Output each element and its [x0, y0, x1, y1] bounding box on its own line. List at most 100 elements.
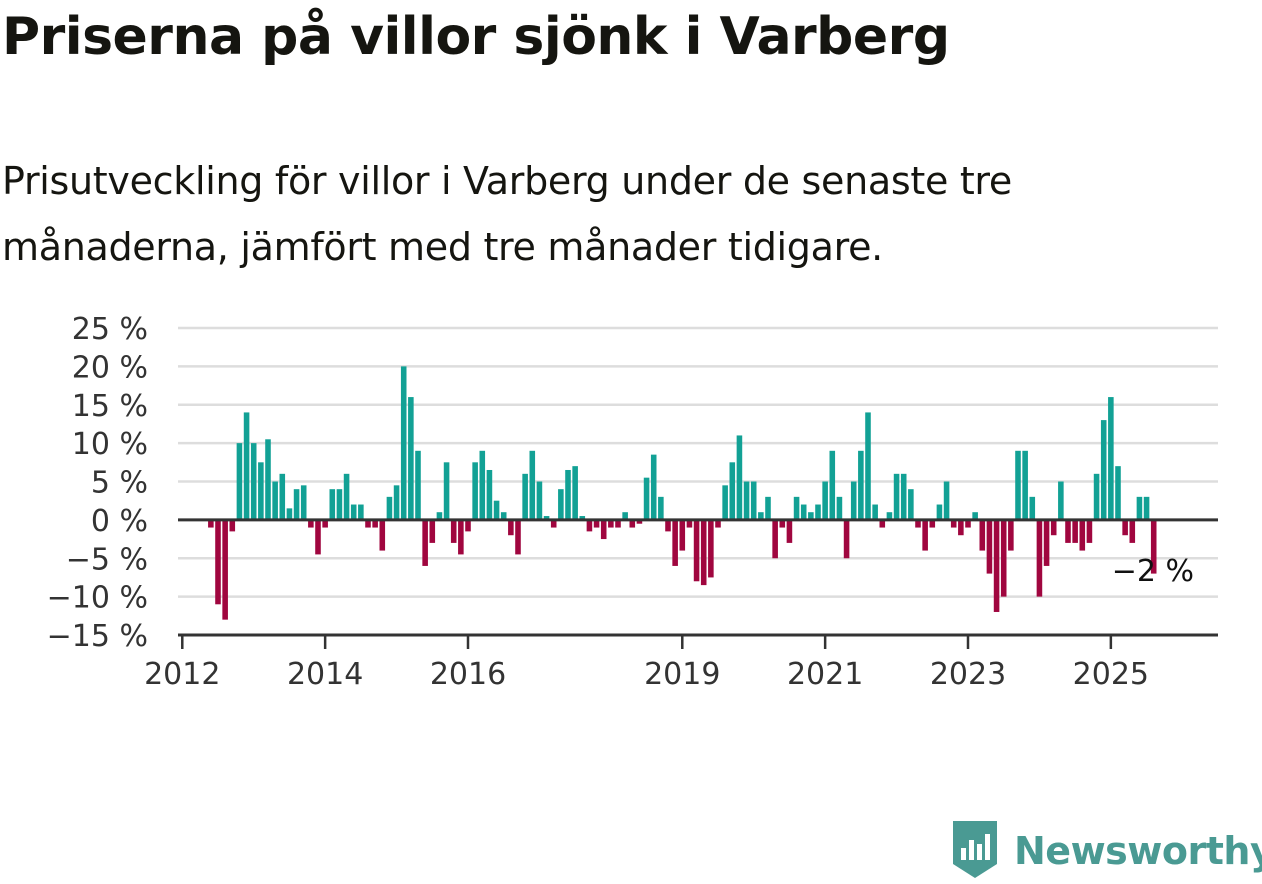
x-tick-label: 2014	[287, 657, 363, 692]
bar	[658, 496, 664, 520]
bar	[536, 481, 543, 520]
bar	[415, 450, 421, 520]
y-tick-label: 10 %	[72, 427, 148, 462]
bar	[336, 489, 343, 520]
bar	[772, 519, 778, 559]
bar	[593, 519, 600, 528]
x-tick-label: 2021	[787, 657, 863, 692]
bar	[300, 485, 307, 520]
bar	[686, 519, 693, 528]
bar	[443, 462, 450, 520]
bar	[508, 519, 514, 536]
bar	[1058, 481, 1064, 520]
bar	[493, 500, 500, 520]
bar-chart: 25 %20 % 15 %10 % 5 %0 %−5 % −10 %−15 %2012…	[47, 312, 1218, 692]
bar	[665, 519, 671, 532]
bar	[1022, 450, 1028, 520]
y-tick-label: −15 %	[47, 619, 148, 654]
logo-text: Newsworthy	[1014, 829, 1262, 873]
bar	[643, 477, 650, 520]
bar	[272, 481, 278, 520]
bar	[908, 489, 914, 520]
bar	[843, 519, 850, 559]
bar	[600, 519, 607, 540]
bar	[765, 496, 771, 520]
bar	[436, 512, 443, 520]
bar	[608, 519, 614, 528]
bar	[479, 450, 486, 520]
bar	[1122, 519, 1128, 536]
bar	[258, 462, 264, 520]
bar	[208, 519, 214, 528]
bar	[236, 443, 243, 520]
bar	[450, 519, 457, 543]
bar	[815, 504, 821, 520]
bar	[215, 519, 221, 605]
bar	[822, 481, 828, 520]
bar	[429, 519, 436, 543]
y-tick-label: 0 %	[91, 504, 148, 539]
bar	[750, 481, 757, 520]
bar	[679, 519, 686, 551]
bar	[1108, 397, 1114, 520]
bar	[1093, 473, 1100, 520]
bar	[993, 519, 1000, 612]
bar	[408, 397, 414, 520]
bar	[615, 519, 621, 528]
bar	[1050, 519, 1057, 536]
bar	[736, 435, 743, 520]
bar	[1143, 496, 1150, 520]
bar	[543, 516, 550, 520]
bar	[293, 489, 300, 520]
bar	[565, 469, 571, 520]
bar	[743, 481, 750, 520]
bar	[979, 519, 986, 551]
bar	[915, 519, 921, 528]
bar	[265, 439, 271, 520]
bar	[279, 473, 286, 520]
bar	[558, 489, 564, 520]
bar	[800, 504, 807, 520]
bar	[229, 519, 236, 532]
bar	[1115, 466, 1121, 520]
bar	[315, 519, 321, 555]
bar	[893, 473, 900, 520]
bar	[793, 496, 800, 520]
axes	[178, 518, 1218, 649]
x-tick-label: 2016	[430, 657, 506, 692]
bar	[1036, 519, 1043, 597]
bar	[500, 512, 507, 520]
tick-labels: 25 %20 % 15 %10 % 5 %0 %−5 % −10 %−15 %2012…	[47, 312, 1149, 692]
bar	[879, 519, 886, 528]
bar	[1043, 519, 1050, 566]
bar	[722, 485, 728, 520]
bar	[922, 519, 928, 551]
bar	[365, 519, 371, 528]
bar	[579, 516, 586, 520]
x-tick-label: 2019	[644, 657, 720, 692]
bar	[950, 519, 957, 528]
bar	[965, 519, 971, 528]
bar	[329, 489, 336, 520]
bar	[572, 466, 578, 520]
chart-subtitle: Prisutveckling för villor i Varberg unde…	[2, 159, 1012, 269]
bar	[929, 519, 936, 528]
bar	[850, 481, 857, 520]
bar	[865, 412, 871, 520]
y-tick-label: −10 %	[47, 581, 148, 616]
bar	[465, 519, 471, 532]
bar	[522, 473, 528, 520]
bars	[208, 366, 1157, 620]
bar	[986, 519, 993, 574]
bar	[779, 519, 786, 528]
bar	[243, 412, 250, 520]
bar	[1065, 519, 1071, 543]
bar	[972, 512, 978, 520]
bar	[958, 519, 964, 536]
bar	[693, 519, 700, 582]
bar	[629, 519, 636, 528]
y-tick-label: 25 %	[72, 312, 148, 347]
bar	[1015, 450, 1021, 520]
bar	[529, 450, 536, 520]
x-tick-label: 2012	[144, 657, 220, 692]
